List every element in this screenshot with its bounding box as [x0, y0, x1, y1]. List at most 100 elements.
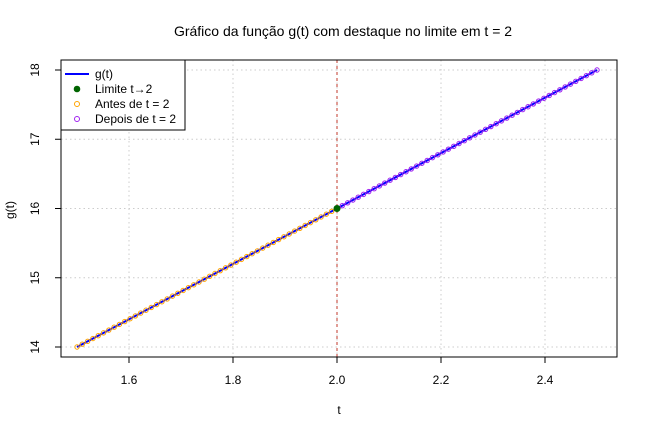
after-point: [562, 84, 568, 90]
after-point: [520, 106, 526, 113]
before-point: [148, 304, 154, 311]
after-point: [509, 112, 515, 118]
limit-point: [333, 205, 341, 212]
after-point: [456, 140, 462, 147]
after-point: [493, 121, 499, 127]
after-point: [498, 118, 505, 124]
before-point: [265, 242, 271, 248]
before-point: [196, 279, 202, 285]
chart-title: Gráfico da função g(t) com destaque no l…: [174, 23, 512, 39]
before-point: [100, 330, 107, 336]
before-point: [206, 273, 213, 280]
before-point: [111, 324, 117, 330]
after-point: [488, 123, 494, 130]
before-point: [143, 307, 149, 313]
after-point: [360, 191, 367, 198]
after-point: [594, 67, 600, 73]
after-point: [382, 180, 388, 186]
after-point: [445, 146, 452, 152]
legend-box: [60, 59, 186, 131]
before-point: [106, 327, 112, 333]
y-tick-label: 16: [28, 202, 42, 216]
after-point: [535, 98, 542, 104]
after-point: [397, 171, 404, 178]
after-point: [350, 197, 356, 203]
before-point: [275, 236, 282, 243]
x-tick-label: 1.8: [225, 373, 242, 387]
after-point: [376, 183, 383, 189]
after-point: [567, 81, 574, 87]
legend-dot-swatch: [73, 85, 81, 93]
legend-entry: Antes de t = 2: [74, 97, 170, 111]
before-point: [180, 287, 186, 294]
before-point: [238, 256, 245, 263]
legend-entry: Limite t→2: [73, 82, 153, 96]
after-point: [530, 101, 537, 107]
after-point: [504, 115, 510, 121]
x-axis: 1.6 1.8 2.0 2.2 2.4: [121, 356, 554, 387]
before-point: [291, 228, 298, 234]
after-point: [424, 157, 430, 164]
after-point: [371, 186, 377, 192]
before-point: [169, 293, 176, 299]
y-tick-label: 18: [28, 63, 42, 77]
after-point: [551, 89, 558, 96]
before-point: [222, 265, 229, 271]
after-point: [588, 70, 595, 76]
before-point: [328, 208, 335, 215]
after-point: [339, 202, 346, 209]
before-point: [212, 270, 218, 277]
before-point: [137, 310, 144, 316]
after-point: [451, 143, 457, 150]
before-point: [244, 253, 250, 260]
before-point: [281, 234, 287, 240]
before-point: [84, 338, 91, 345]
before-point: [313, 217, 319, 223]
plot-frame: [60, 59, 618, 358]
before-point: [127, 316, 133, 322]
before-point: [191, 282, 197, 288]
legend-label: Depois de t = 2: [95, 112, 176, 126]
before-point: [297, 225, 303, 231]
y-axis-label: g(t): [3, 201, 17, 219]
legend-entry: Depois de t = 2: [74, 112, 176, 126]
before-point: [233, 259, 239, 265]
before-point: [307, 219, 314, 226]
legend-entry: g(t): [65, 67, 113, 81]
before-point: [159, 299, 165, 305]
legend-circle-swatch: [74, 116, 80, 122]
legend-label: g(t): [95, 67, 113, 81]
before-point: [175, 290, 181, 296]
after-point: [408, 166, 414, 172]
after-point: [387, 177, 393, 183]
after-point: [541, 95, 547, 101]
after-point: [482, 126, 489, 133]
before-point: [79, 341, 86, 347]
legend-label: Antes de t = 2: [95, 97, 170, 111]
series-layer: [74, 67, 600, 350]
after-point: [514, 109, 521, 116]
after-point: [525, 104, 531, 110]
after-point: [546, 92, 552, 99]
before-point: [217, 267, 223, 274]
after-point: [429, 154, 436, 161]
y-tick-label: 14: [28, 340, 42, 354]
after-point: [366, 188, 372, 195]
before-point: [254, 248, 261, 254]
after-point: [403, 169, 409, 175]
before-point: [122, 318, 128, 325]
after-point: [419, 160, 425, 166]
x-tick-label: 2.4: [537, 373, 554, 387]
before-point: [153, 301, 160, 308]
legend-label: Limite t→2: [95, 82, 153, 96]
before-point: [116, 321, 123, 328]
before-point: [302, 222, 308, 229]
after-point: [583, 72, 590, 79]
before-point: [228, 262, 234, 268]
after-point: [477, 129, 483, 135]
after-point: [355, 194, 361, 200]
after-point: [472, 132, 478, 138]
